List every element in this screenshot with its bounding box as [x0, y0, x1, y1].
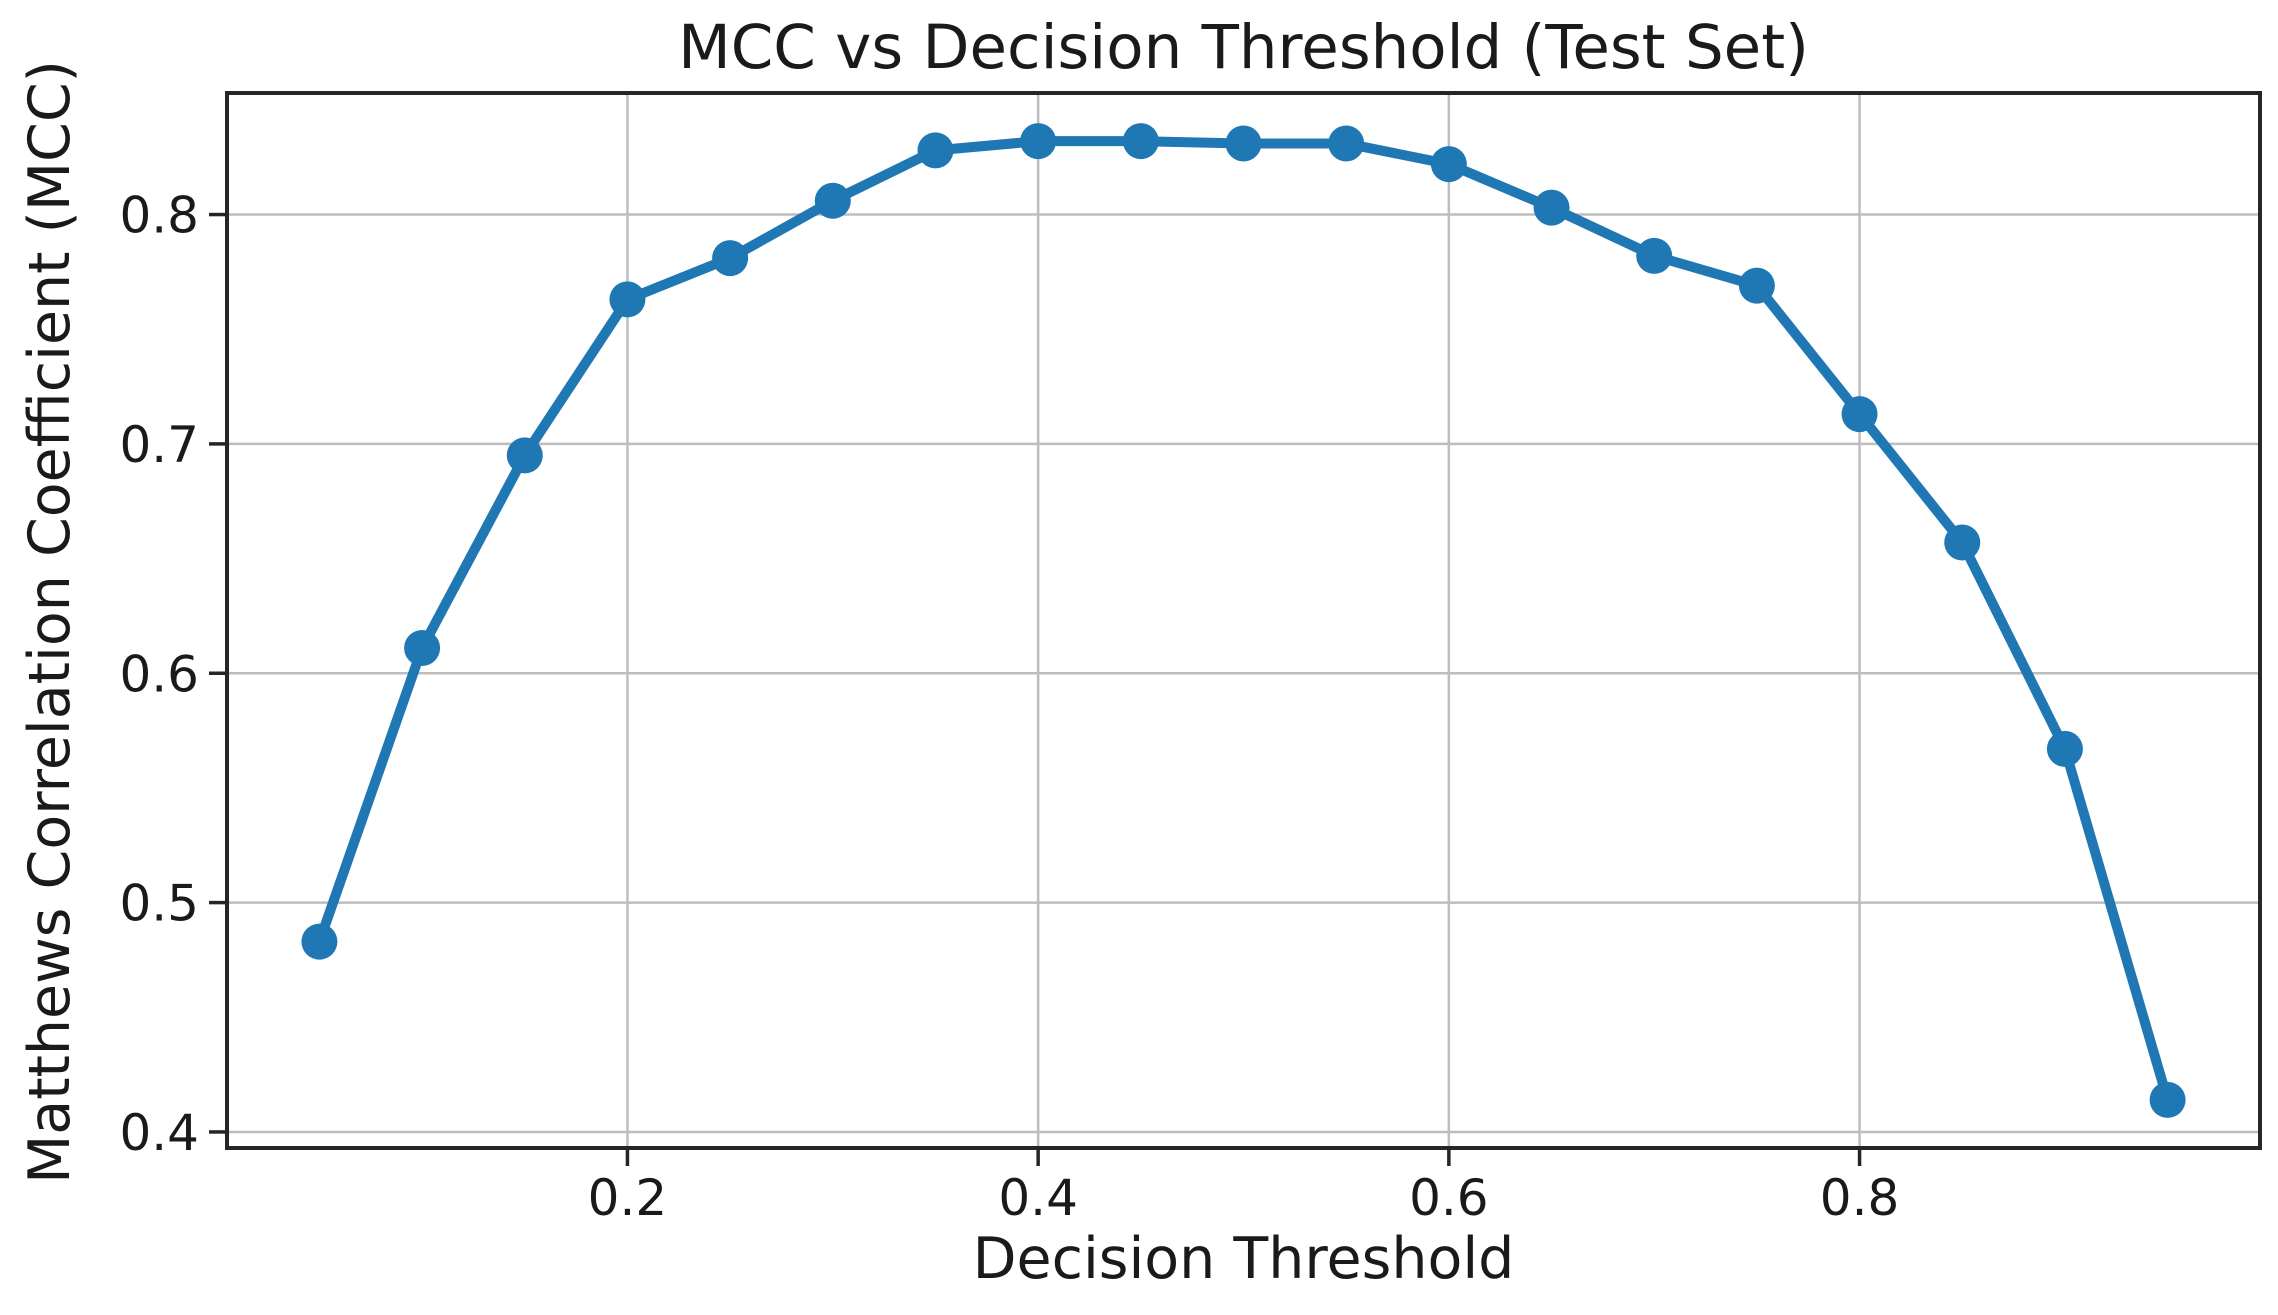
data-point	[1533, 189, 1570, 226]
data-point	[1225, 125, 1262, 162]
data-point	[1636, 237, 1673, 274]
y-tick-label: 0.6	[119, 645, 199, 703]
y-tick-label: 0.5	[119, 875, 199, 933]
data-point	[1430, 146, 1467, 183]
y-tick-label: 0.4	[119, 1104, 199, 1162]
y-tick-label: 0.7	[119, 416, 199, 474]
x-axis-label: Decision Threshold	[972, 1226, 1515, 1292]
data-point	[404, 630, 441, 667]
data-point	[814, 182, 851, 219]
data-point	[1944, 524, 1981, 561]
y-tick-label: 0.8	[119, 187, 199, 245]
data-point	[1122, 123, 1159, 160]
chart-title: MCC vs Decision Threshold (Test Set)	[678, 12, 1809, 83]
x-tick-label: 0.2	[588, 1169, 668, 1227]
x-tick-label: 0.8	[1820, 1169, 1900, 1227]
data-point	[1020, 123, 1057, 160]
data-point	[917, 132, 954, 169]
mcc-line	[314, 136, 2173, 1105]
x-tick-label: 0.6	[1409, 1169, 1489, 1227]
data-point	[1328, 125, 1365, 162]
data-point	[506, 437, 543, 474]
data-point	[2046, 730, 2083, 767]
data-point	[712, 240, 749, 277]
data-point	[301, 923, 338, 960]
plot-border	[225, 91, 2262, 1150]
data-point	[2149, 1081, 2186, 1118]
data-point	[1841, 396, 1878, 433]
data-point	[609, 281, 646, 318]
x-tick-label: 0.4	[998, 1169, 1078, 1227]
data-point	[1738, 267, 1775, 304]
